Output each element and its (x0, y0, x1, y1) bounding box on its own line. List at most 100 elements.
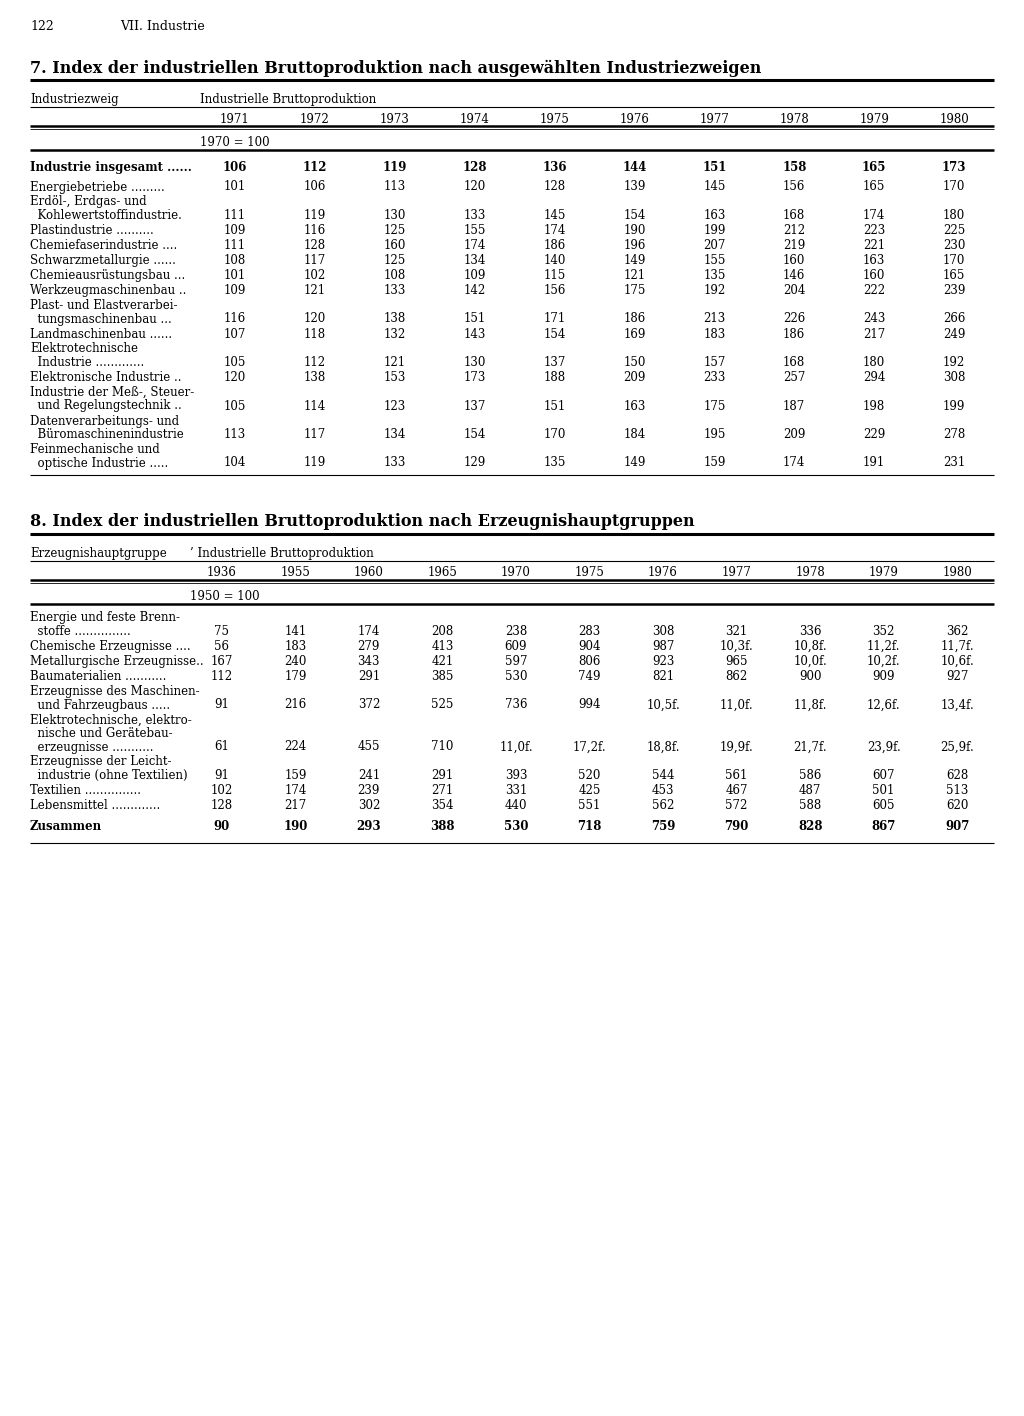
Text: 120: 120 (464, 180, 485, 194)
Text: 241: 241 (357, 769, 380, 782)
Text: 13,4f.: 13,4f. (940, 698, 974, 711)
Text: 1979: 1979 (868, 566, 899, 579)
Text: 133: 133 (464, 210, 485, 222)
Text: 1972: 1972 (300, 113, 330, 126)
Text: 239: 239 (357, 784, 380, 797)
Text: und Fahrzeugbaus .....: und Fahrzeugbaus ..... (30, 698, 170, 711)
Text: 183: 183 (703, 327, 725, 340)
Text: 109: 109 (464, 269, 485, 282)
Text: 385: 385 (431, 670, 454, 683)
Text: 1970 = 100: 1970 = 100 (200, 136, 269, 149)
Text: erzeugnisse ...........: erzeugnisse ........... (30, 741, 154, 753)
Text: 155: 155 (703, 253, 726, 268)
Text: 291: 291 (431, 769, 454, 782)
Text: 143: 143 (464, 327, 485, 340)
Text: 821: 821 (652, 670, 674, 683)
Text: 1980: 1980 (939, 113, 969, 126)
Text: 113: 113 (384, 180, 406, 194)
Text: 116: 116 (224, 313, 246, 326)
Text: 138: 138 (384, 313, 406, 326)
Text: 175: 175 (703, 399, 726, 412)
Text: 209: 209 (624, 371, 646, 384)
Text: 167: 167 (211, 656, 233, 668)
Text: 520: 520 (579, 769, 601, 782)
Text: 354: 354 (431, 799, 454, 811)
Text: 279: 279 (357, 640, 380, 653)
Text: 118: 118 (304, 327, 326, 340)
Text: 75: 75 (214, 624, 229, 639)
Text: 184: 184 (624, 428, 645, 440)
Text: 174: 174 (783, 456, 806, 470)
Text: 230: 230 (943, 239, 966, 252)
Text: 23,9f.: 23,9f. (866, 741, 900, 753)
Text: Plast- und Elastverarbei-: Plast- und Elastverarbei- (30, 299, 177, 312)
Text: 122: 122 (30, 20, 53, 33)
Text: 141: 141 (285, 624, 306, 639)
Text: 130: 130 (464, 355, 485, 370)
Text: 153: 153 (384, 371, 406, 384)
Text: 156: 156 (783, 180, 806, 194)
Text: 221: 221 (863, 239, 885, 252)
Text: 1971: 1971 (220, 113, 250, 126)
Text: Elektrotechnische: Elektrotechnische (30, 343, 138, 355)
Text: 867: 867 (871, 820, 896, 833)
Text: 453: 453 (652, 784, 674, 797)
Text: 25,9f.: 25,9f. (940, 741, 974, 753)
Text: 108: 108 (224, 253, 246, 268)
Text: 10,5f.: 10,5f. (646, 698, 680, 711)
Text: 212: 212 (783, 224, 805, 236)
Text: 104: 104 (224, 456, 246, 470)
Text: 909: 909 (872, 670, 895, 683)
Text: 144: 144 (623, 161, 646, 174)
Text: 204: 204 (783, 285, 806, 297)
Text: Lebensmittel .............: Lebensmittel ............. (30, 799, 160, 811)
Text: 158: 158 (782, 161, 807, 174)
Text: 160: 160 (783, 253, 806, 268)
Text: 266: 266 (943, 313, 966, 326)
Text: 388: 388 (430, 820, 455, 833)
Text: 135: 135 (703, 269, 726, 282)
Text: 231: 231 (943, 456, 966, 470)
Text: 597: 597 (505, 656, 527, 668)
Text: 174: 174 (464, 239, 485, 252)
Text: 102: 102 (304, 269, 326, 282)
Text: 114: 114 (304, 399, 326, 412)
Text: 551: 551 (579, 799, 601, 811)
Text: 135: 135 (544, 456, 565, 470)
Text: 605: 605 (872, 799, 895, 811)
Text: 174: 174 (863, 210, 886, 222)
Text: 163: 163 (624, 399, 646, 412)
Text: Kohlewertstoffindustrie.: Kohlewertstoffindustrie. (30, 210, 182, 222)
Text: 226: 226 (783, 313, 805, 326)
Text: 710: 710 (431, 741, 454, 753)
Text: 145: 145 (703, 180, 726, 194)
Text: Industrie insgesamt ......: Industrie insgesamt ...... (30, 161, 191, 174)
Text: 199: 199 (703, 224, 726, 236)
Text: Zusammen: Zusammen (30, 820, 102, 833)
Text: 10,2f.: 10,2f. (867, 656, 900, 668)
Text: 10,3f.: 10,3f. (720, 640, 754, 653)
Text: Erzeugnishauptgruppe: Erzeugnishauptgruppe (30, 547, 167, 559)
Text: 718: 718 (578, 820, 602, 833)
Text: 112: 112 (304, 355, 326, 370)
Text: 170: 170 (544, 428, 565, 440)
Text: 138: 138 (304, 371, 326, 384)
Text: 163: 163 (703, 210, 726, 222)
Text: 159: 159 (284, 769, 306, 782)
Text: 1974: 1974 (460, 113, 489, 126)
Text: 1980: 1980 (942, 566, 972, 579)
Text: 101: 101 (224, 269, 246, 282)
Text: 17,2f.: 17,2f. (572, 741, 606, 753)
Text: 222: 222 (863, 285, 885, 297)
Text: 217: 217 (863, 327, 886, 340)
Text: 120: 120 (304, 313, 326, 326)
Text: 1970: 1970 (501, 566, 530, 579)
Text: 160: 160 (863, 269, 886, 282)
Text: 213: 213 (703, 313, 725, 326)
Text: 393: 393 (505, 769, 527, 782)
Text: 165: 165 (862, 161, 887, 174)
Text: 190: 190 (624, 224, 646, 236)
Text: 609: 609 (505, 640, 527, 653)
Text: 1979: 1979 (859, 113, 889, 126)
Text: Energie und feste Brenn-: Energie und feste Brenn- (30, 612, 180, 624)
